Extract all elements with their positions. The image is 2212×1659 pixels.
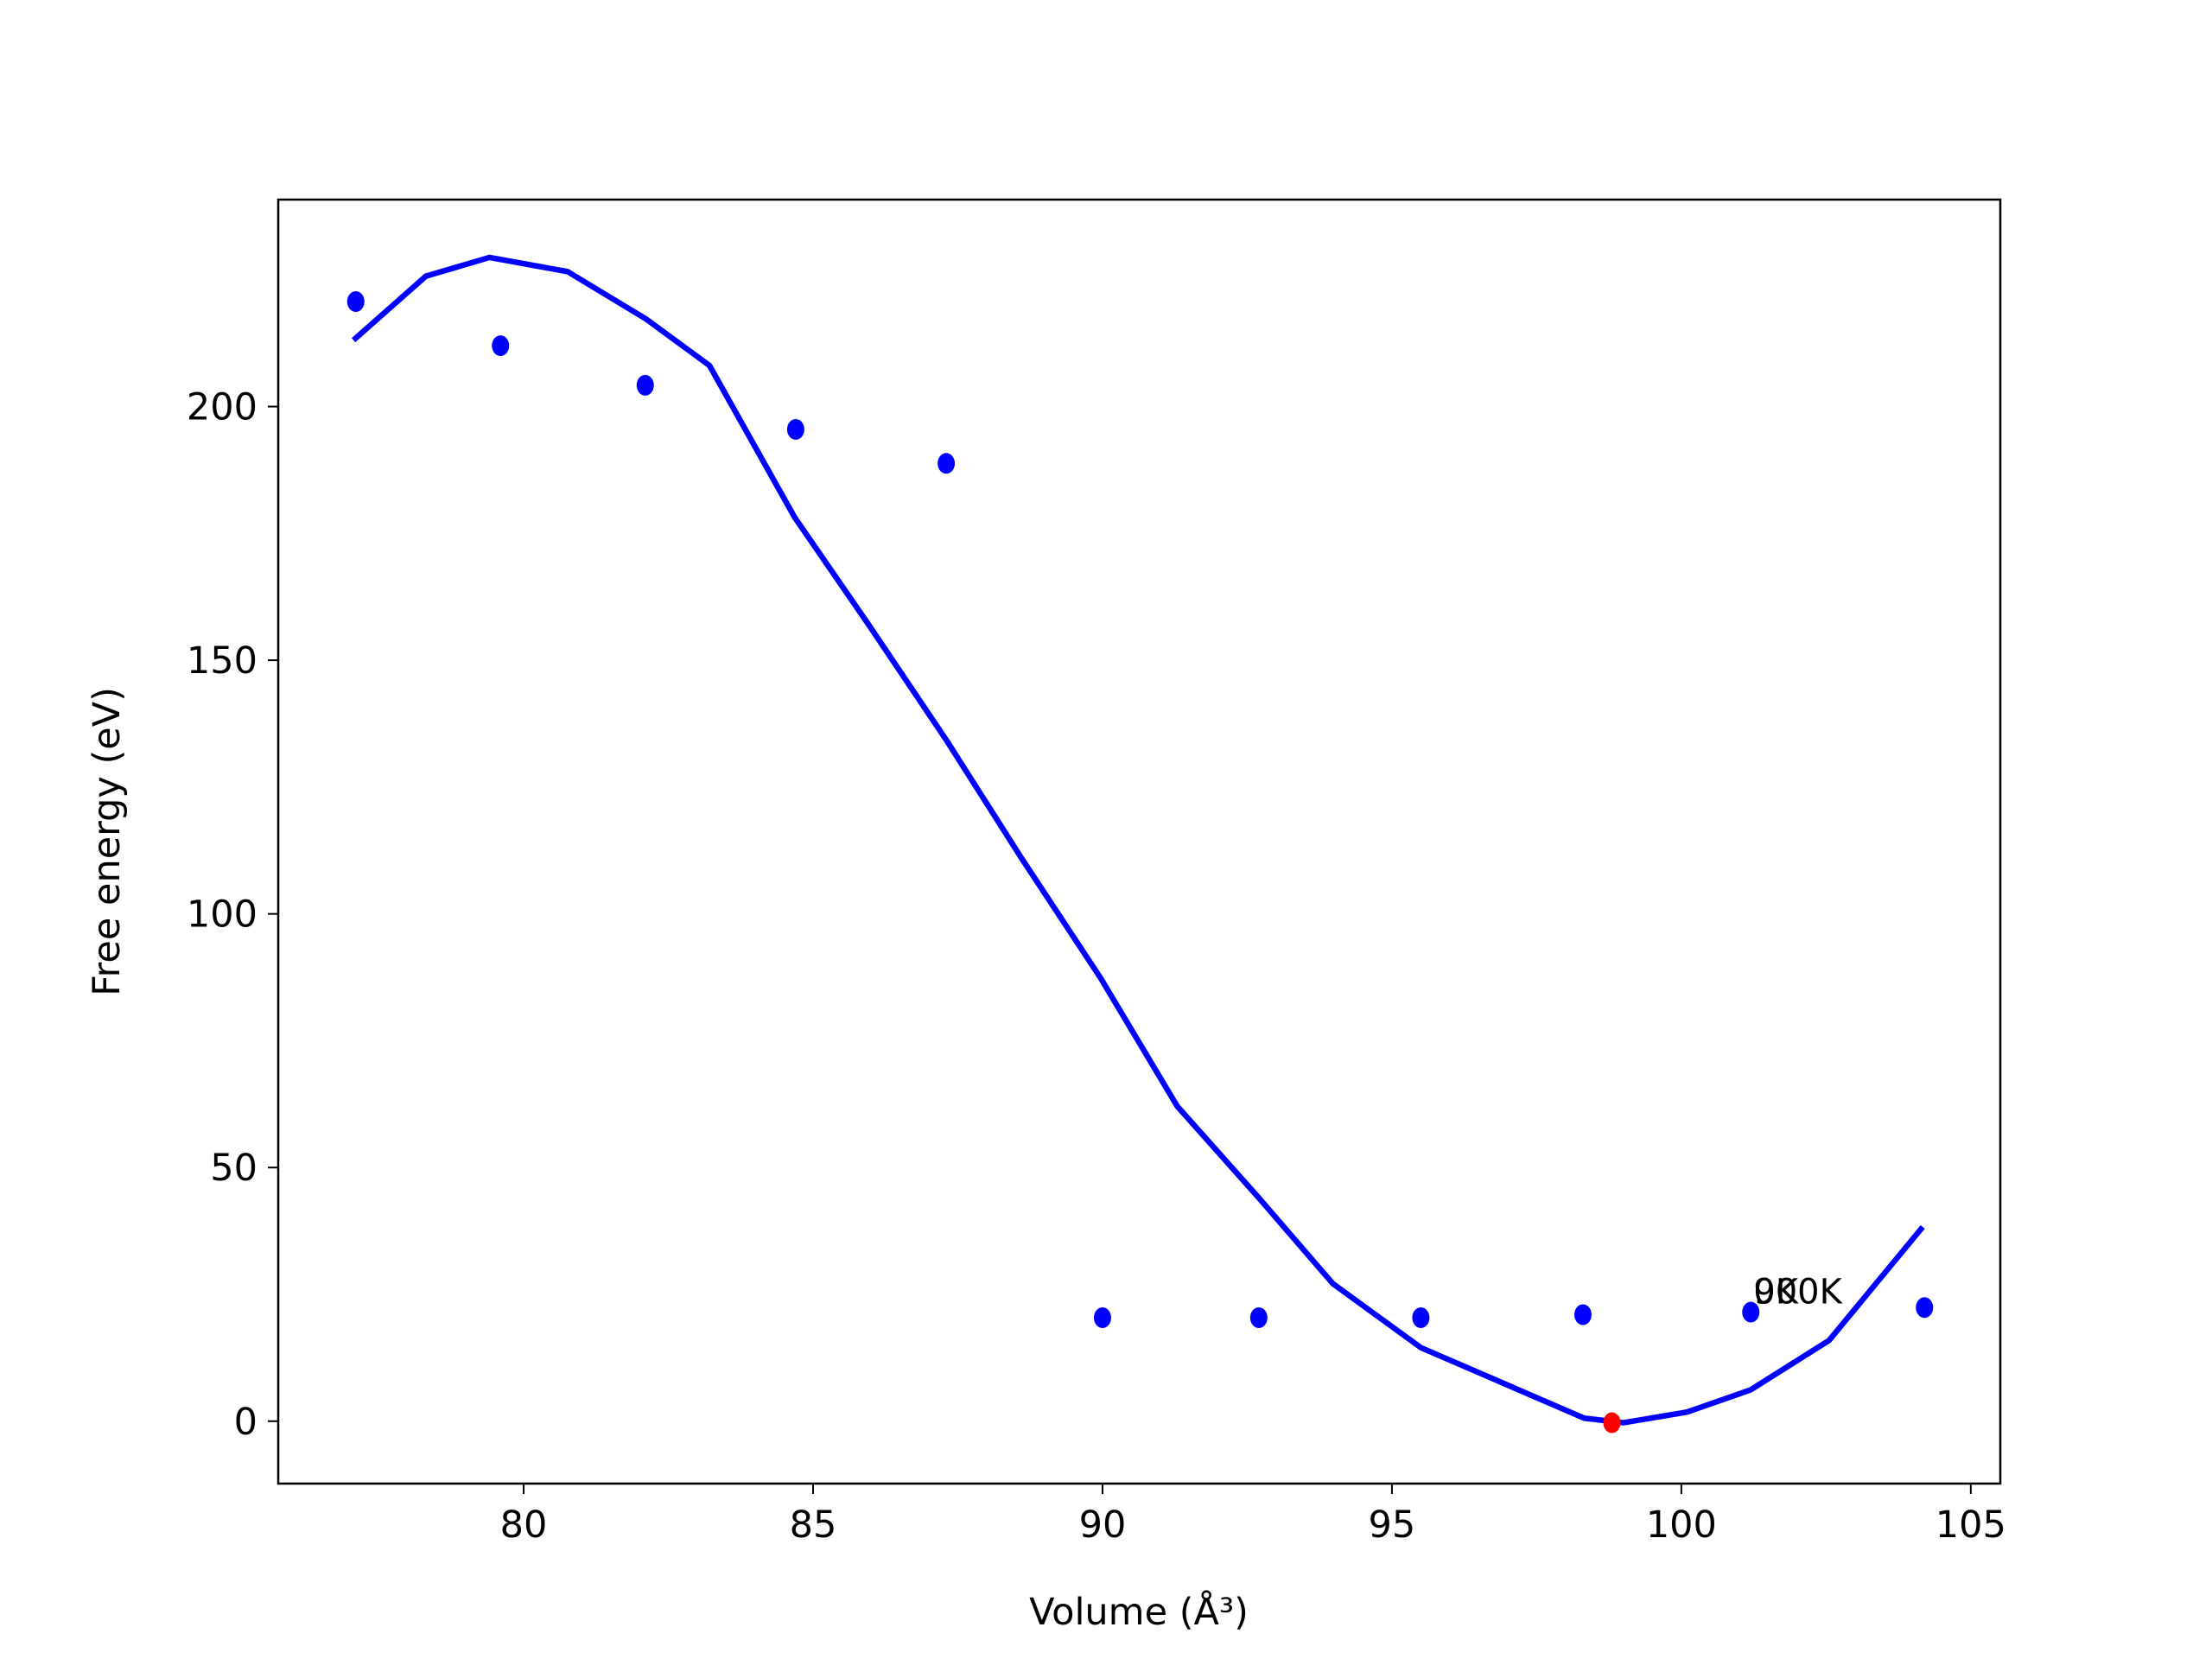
y-tick-label: 200: [187, 386, 257, 429]
fit-line: [351, 254, 1925, 1426]
data-point: [1916, 1297, 1934, 1319]
data-point: [1093, 1307, 1111, 1329]
data-point: [938, 453, 956, 474]
y-tick-label: 100: [187, 893, 257, 937]
data-point: [786, 418, 804, 440]
data-point: [1412, 1307, 1430, 1329]
data-point: [1603, 1412, 1621, 1433]
x-axis-label: Volume (Å³): [1029, 1590, 1249, 1634]
x-tick-label: 80: [500, 1503, 548, 1547]
data-point: [346, 291, 365, 313]
data-point: [1742, 1301, 1760, 1323]
y-tick-label: 150: [187, 639, 257, 683]
annotation: 900K: [1753, 1273, 1843, 1313]
x-tick-label: 105: [1936, 1503, 2006, 1547]
y-axis-label: Free energy (eV): [86, 687, 129, 996]
y-tick-label: 0: [234, 1401, 257, 1444]
plot-frame: [276, 198, 2002, 1485]
data-point: [1249, 1307, 1268, 1329]
annotation: 0K: [1753, 1273, 1799, 1313]
data-point: [1573, 1304, 1592, 1325]
x-tick-label: 100: [1646, 1503, 1717, 1547]
data-point: [492, 335, 510, 357]
x-tick-label: 95: [1369, 1503, 1416, 1547]
x-tick-label: 90: [1079, 1503, 1127, 1547]
x-tick-label: 85: [790, 1503, 837, 1547]
data-point: [636, 374, 654, 396]
y-tick-label: 50: [210, 1147, 257, 1190]
